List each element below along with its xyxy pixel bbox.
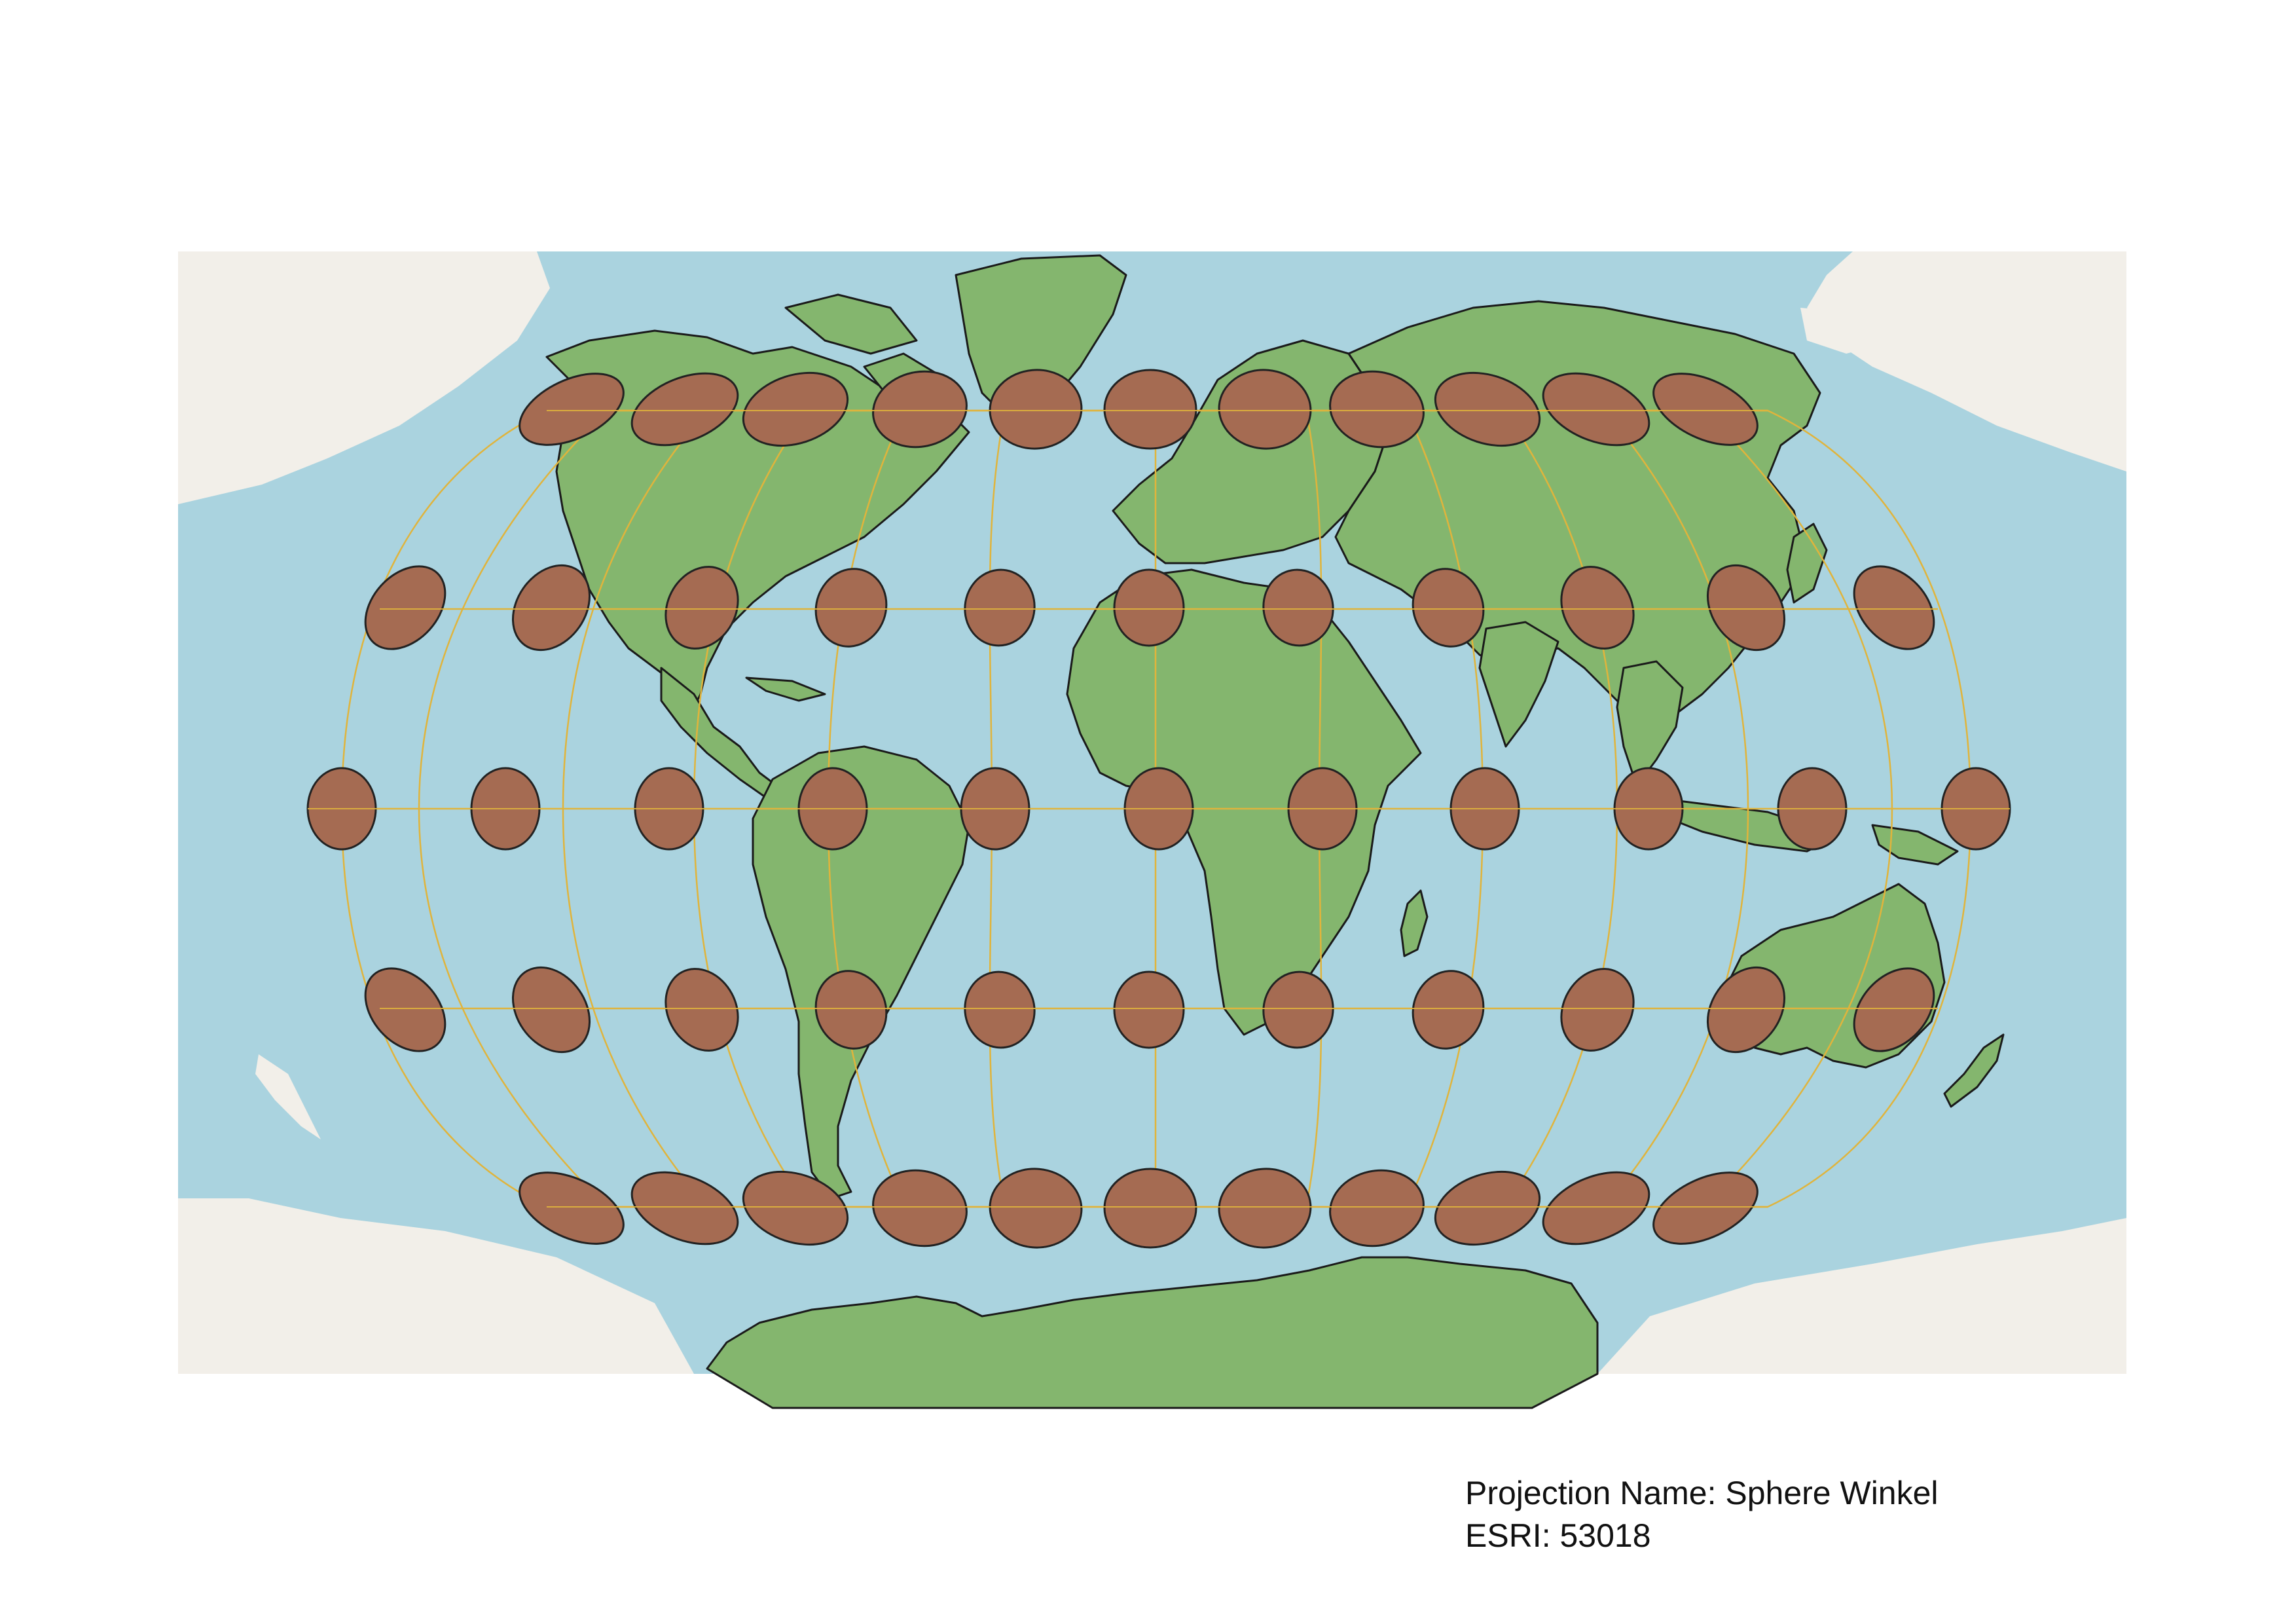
tissot-ellipse <box>630 1171 739 1246</box>
tissot-ellipse <box>964 568 1036 647</box>
tissot-ellipse <box>1652 373 1758 446</box>
tissot-ellipse <box>511 966 591 1054</box>
tissot-ellipse <box>1262 568 1334 647</box>
ice-small-west <box>255 1054 321 1139</box>
tissot-ellipse <box>1329 370 1425 449</box>
tissot-ellipse <box>511 564 591 652</box>
tissot-ellipse <box>989 1168 1083 1249</box>
tissot-ellipse <box>1103 369 1197 450</box>
tissot-row-30s <box>364 966 1935 1054</box>
land-new-zealand <box>1943 1033 2005 1108</box>
tissot-row-30n <box>364 564 1935 652</box>
tissot-ellipse <box>1103 1168 1197 1249</box>
graticule-boundary <box>340 409 1972 1208</box>
ice-northwest <box>178 251 550 504</box>
tissot-ellipse <box>665 968 739 1052</box>
ice-southeast <box>1597 1218 2126 1374</box>
tissot-ellipse <box>1706 966 1786 1054</box>
tissot-ellipse <box>1113 970 1185 1049</box>
tissot-ellipse <box>630 372 739 447</box>
tissot-row-60n <box>519 369 1758 450</box>
land-cuba <box>745 676 826 702</box>
tissot-ellipse <box>519 1172 625 1245</box>
land-japan <box>1786 523 1828 604</box>
tissot-ellipse <box>964 970 1036 1049</box>
ice-regions <box>178 251 2126 1374</box>
projection-name-label: Projection Name: Sphere Winkel <box>1465 1475 1939 1511</box>
tissot-ellipse <box>1560 968 1635 1052</box>
tissot-ellipse <box>814 970 888 1050</box>
esri-code-label: ESRI: 53018 <box>1465 1517 1651 1554</box>
tissot-ellipse <box>1652 1172 1758 1245</box>
land-indochina <box>1616 660 1684 787</box>
tissot-ellipse <box>364 967 446 1052</box>
tissot-ellipse <box>665 566 739 650</box>
tissot-ellipse <box>519 373 625 446</box>
tissot-ellipse <box>989 369 1083 450</box>
ice-southwest <box>178 1198 694 1374</box>
tissot-ellipse <box>872 1169 968 1247</box>
tissot-ellipse <box>1329 1169 1425 1247</box>
tissot-ellipse <box>1434 1170 1541 1246</box>
tissot-ellipse <box>1706 564 1786 652</box>
land-madagascar <box>1400 889 1429 957</box>
tissot-ellipse <box>742 1170 849 1246</box>
tissot-ellipse <box>1218 1168 1312 1249</box>
tissot-ellipse <box>1113 568 1185 647</box>
tissot-ellipse <box>1853 565 1935 650</box>
tissot-ellipse <box>1412 970 1485 1050</box>
graticule-overlay <box>308 410 2010 1208</box>
tissot-ellipse <box>364 565 446 650</box>
tissot-ellipse <box>1542 372 1650 447</box>
land-india <box>1478 621 1559 748</box>
tissot-ellipse <box>1412 568 1485 648</box>
tissot-ellipse <box>1853 967 1935 1052</box>
tissot-ellipse <box>1218 369 1312 450</box>
ice-north-small <box>1800 308 1899 354</box>
tissot-ellipse <box>872 370 968 449</box>
tissot-ellipse <box>1560 566 1635 650</box>
tissot-ellipse <box>1262 970 1334 1049</box>
tissot-ellipse <box>1542 1171 1650 1246</box>
land-arctic-islands <box>784 293 918 355</box>
land-antarctica <box>706 1256 1599 1409</box>
tissot-row-60s <box>519 1168 1758 1249</box>
tissot-ellipse <box>814 568 888 648</box>
tissot-ellipse <box>742 371 849 447</box>
ice-northeast <box>1807 251 2126 471</box>
tissot-ellipse <box>1434 371 1541 447</box>
land-new-guinea <box>1871 824 1959 866</box>
